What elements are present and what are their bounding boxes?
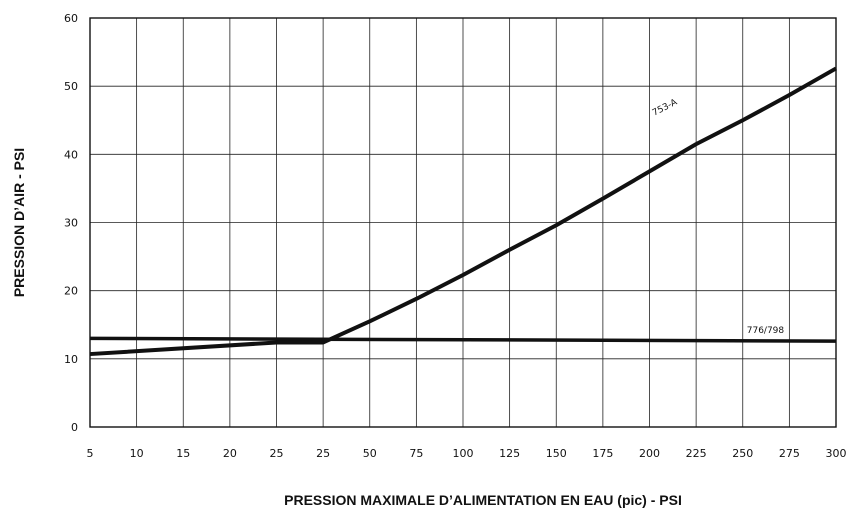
x-tick-label: 150 (546, 447, 567, 460)
x-tick-label: 25 (270, 447, 284, 460)
series-label-753-a: 753-A (651, 97, 680, 118)
x-tick-label: 50 (363, 447, 377, 460)
y-tick-label: 0 (71, 421, 78, 434)
x-tick-label: 125 (499, 447, 520, 460)
y-axis-title: PRESSION D’AIR - PSI (11, 148, 27, 297)
x-tick-label: 175 (592, 447, 613, 460)
y-tick-label: 40 (64, 148, 78, 161)
x-tick-label: 200 (639, 447, 660, 460)
x-tick-label: 15 (176, 447, 190, 460)
y-tick-label: 60 (64, 12, 78, 25)
y-axis-ticks: 0 10 20 30 40 50 60 (64, 12, 78, 434)
x-tick-label: 25 (316, 447, 330, 460)
y-tick-label: 30 (64, 217, 78, 230)
x-tick-label: 300 (826, 447, 847, 460)
y-tick-label: 10 (64, 353, 78, 366)
x-tick-label: 5 (87, 447, 94, 460)
y-tick-label: 20 (64, 285, 78, 298)
x-axis-ticks: 5 10 15 20 25 25 50 75 100 125 150 175 200 225 250 275 3… (87, 447, 847, 460)
x-tick-label: 225 (686, 447, 707, 460)
x-tick-label: 250 (732, 447, 753, 460)
series-label-776-798: 776/798 (747, 326, 785, 336)
y-tick-label: 50 (64, 80, 78, 93)
plot-frame (89, 17, 837, 428)
x-axis-title: PRESSION MAXIMALE D’ALIMENTATION EN EAU … (284, 492, 682, 508)
series-line-776-798 (89, 336, 837, 343)
grid (89, 17, 837, 428)
x-tick-label: 75 (409, 447, 423, 460)
x-tick-label: 100 (453, 447, 474, 460)
series-lines (89, 66, 837, 357)
x-tick-label: 10 (130, 447, 144, 460)
x-tick-label: 275 (779, 447, 800, 460)
x-tick-label: 20 (223, 447, 237, 460)
